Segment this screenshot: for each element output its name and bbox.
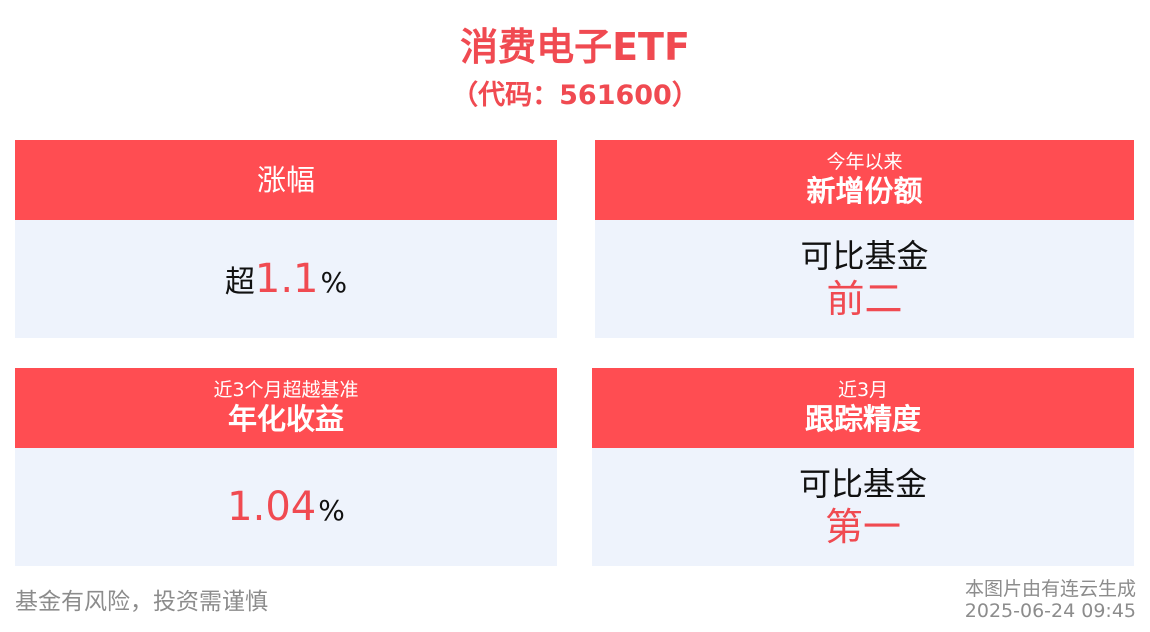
card-tracking-accuracy: 近3月 跟踪精度 可比基金 第一 (592, 368, 1134, 566)
card-body-label: 可比基金 (798, 465, 927, 503)
card-header: 涨幅 (15, 140, 557, 220)
page-title: 消费电子ETF (460, 25, 690, 69)
risk-disclaimer: 基金有风险，投资需谨慎 (15, 589, 268, 615)
card-subtitle: 近3月 (837, 379, 889, 401)
card-body-rank: 前二 (826, 277, 903, 321)
value-unit: % (320, 266, 348, 299)
fund-code: （代码：561600） (451, 80, 699, 111)
card-title: 跟踪精度 (804, 402, 921, 436)
generation-info: 本图片由有连云生成 2025-06-24 09:45 (965, 578, 1136, 622)
card-header: 近3月 跟踪精度 (592, 368, 1134, 448)
card-body: 可比基金 前二 (595, 220, 1134, 338)
value-number: 1.1 (254, 256, 319, 302)
source-note: 本图片由有连云生成 (964, 578, 1136, 600)
value-number: 1.04 (227, 484, 317, 530)
value-unit: % (318, 494, 345, 527)
card-title: 新增份额 (806, 174, 923, 208)
timestamp: 2025-06-24 09:45 (964, 600, 1136, 622)
card-title: 涨幅 (256, 163, 315, 197)
card-body: 1.04 % (15, 448, 557, 566)
card-gain: 涨幅 超 1.1 % (15, 140, 557, 338)
card-new-shares: 今年以来 新增份额 可比基金 前二 (595, 140, 1134, 338)
card-subtitle: 今年以来 (826, 151, 903, 173)
card-value: 超 1.1 % (225, 256, 347, 302)
card-subtitle: 近3个月超越基准 (213, 379, 359, 401)
card-body-label: 可比基金 (800, 237, 929, 275)
card-annual-return: 近3个月超越基准 年化收益 1.04 % (15, 368, 557, 566)
card-body: 超 1.1 % (15, 220, 557, 338)
card-header: 近3个月超越基准 年化收益 (15, 368, 557, 448)
card-body-rank: 第一 (824, 505, 901, 549)
card-body: 可比基金 第一 (592, 448, 1134, 566)
card-header: 今年以来 新增份额 (595, 140, 1134, 220)
card-title: 年化收益 (227, 402, 344, 436)
card-value: 1.04 % (227, 484, 345, 530)
value-prefix: 超 (224, 265, 255, 300)
